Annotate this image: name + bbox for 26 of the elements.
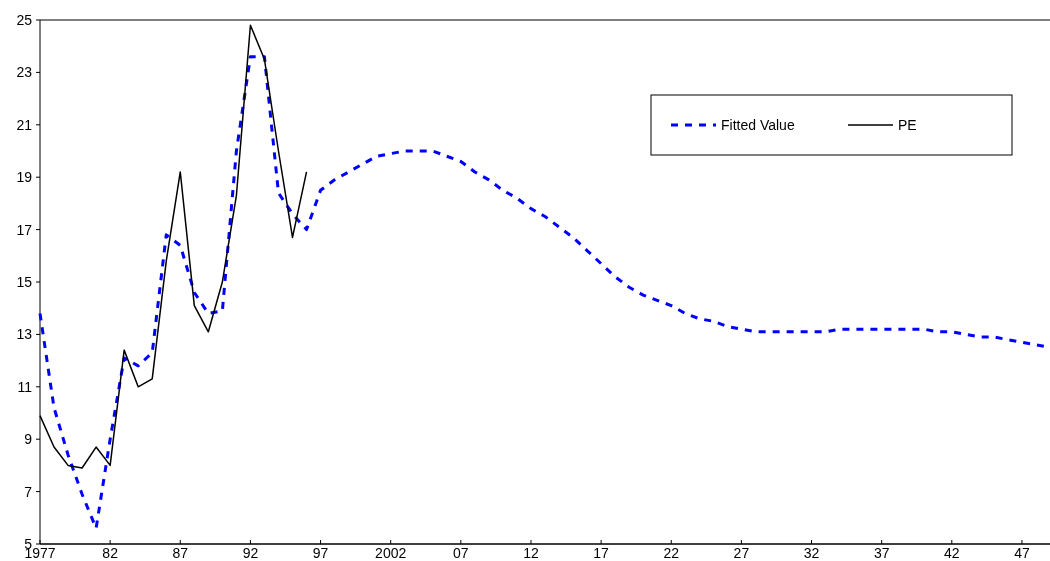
legend-label: PE bbox=[898, 116, 917, 133]
y-tick-label: 9 bbox=[24, 431, 33, 448]
y-tick-label: 23 bbox=[16, 64, 33, 81]
x-tick-label: 32 bbox=[803, 545, 820, 561]
y-tick-label: 11 bbox=[17, 378, 33, 395]
y-tick-label: 15 bbox=[16, 273, 33, 290]
x-tick-label: 42 bbox=[944, 545, 960, 561]
x-tick-label: 82 bbox=[102, 545, 119, 561]
x-tick-label: 22 bbox=[663, 545, 680, 561]
x-tick-label: 12 bbox=[523, 545, 539, 561]
x-tick-label: 07 bbox=[453, 545, 469, 561]
x-tick-label: 17 bbox=[593, 545, 610, 561]
x-tick-label: 92 bbox=[242, 545, 259, 561]
y-tick-label: 17 bbox=[16, 221, 33, 238]
y-tick-label: 25 bbox=[16, 11, 33, 28]
x-tick-label: 47 bbox=[1014, 545, 1030, 561]
y-tick-label: 19 bbox=[16, 169, 33, 186]
x-tick-label: 37 bbox=[873, 545, 890, 561]
x-tick-label: 87 bbox=[172, 545, 189, 561]
x-tick-label: 97 bbox=[312, 545, 329, 561]
x-tick-label: 2002 bbox=[375, 545, 407, 561]
y-tick-label: 21 bbox=[16, 116, 33, 133]
y-tick-label: 7 bbox=[24, 483, 33, 500]
y-tick-label: 13 bbox=[16, 326, 33, 343]
x-tick-label: 27 bbox=[733, 545, 750, 561]
legend-label: Fitted Value bbox=[721, 116, 795, 133]
